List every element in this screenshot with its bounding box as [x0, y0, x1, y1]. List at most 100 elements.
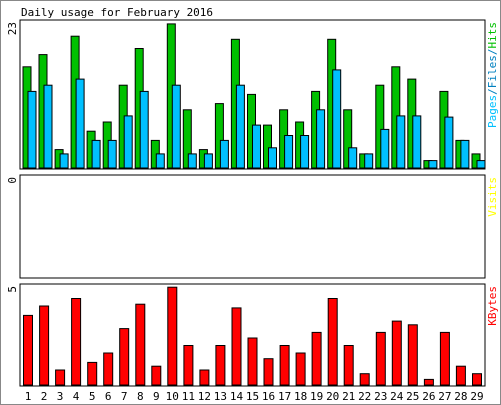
bar-files-12 — [203, 153, 213, 169]
bar-files-26 — [428, 160, 438, 169]
bar-files-28 — [460, 139, 470, 169]
bar-hits-13 — [214, 103, 224, 169]
bar-files-23 — [380, 128, 390, 169]
bar-kbytes-8 — [135, 303, 146, 386]
bar-files-29 — [476, 160, 486, 169]
day-label-14: 14 — [230, 390, 244, 403]
bar-files-8 — [139, 90, 149, 169]
bar-kbytes-28 — [455, 365, 466, 386]
legend-part-4: Hits — [486, 22, 499, 49]
bar-files-16 — [268, 147, 277, 169]
bar-kbytes-7 — [119, 328, 130, 386]
bar-files-2 — [43, 84, 53, 169]
panel-hits-files-pages-max-label: 23 — [6, 22, 19, 35]
day-label-19: 19 — [310, 390, 323, 403]
bar-kbytes-25 — [407, 324, 418, 386]
bar-files-19 — [316, 109, 326, 169]
day-label-10: 10 — [166, 390, 179, 403]
bar-kbytes-3 — [55, 369, 66, 386]
bar-files-5 — [91, 139, 101, 169]
day-label-25: 25 — [406, 390, 419, 403]
legend-part-2: Files — [486, 55, 499, 88]
day-label-16: 16 — [262, 390, 275, 403]
bar-kbytes-22 — [359, 373, 370, 386]
panel-kbytes-legend: KBytes — [486, 286, 499, 326]
bar-files-27 — [444, 116, 454, 169]
bar-files-25 — [412, 115, 422, 169]
bar-kbytes-1 — [23, 314, 33, 386]
bar-kbytes-9 — [151, 365, 162, 386]
bar-kbytes-17 — [279, 345, 290, 386]
bar-kbytes-14 — [231, 307, 242, 386]
legend-part-0: KBytes — [486, 286, 499, 326]
day-label-8: 8 — [137, 390, 144, 403]
day-label-13: 13 — [214, 390, 227, 403]
bar-kbytes-16 — [263, 358, 274, 386]
day-label-9: 9 — [153, 390, 160, 403]
day-label-23: 23 — [374, 390, 387, 403]
day-label-4: 4 — [73, 390, 80, 403]
day-label-15: 15 — [246, 390, 259, 403]
day-label-28: 28 — [454, 390, 467, 403]
bar-kbytes-27 — [439, 331, 450, 386]
legend-part-0: Pages — [486, 95, 499, 128]
day-label-11: 11 — [182, 390, 195, 403]
day-label-7: 7 — [121, 390, 128, 403]
bar-kbytes-4 — [71, 298, 82, 386]
bar-files-11 — [187, 153, 197, 169]
bar-kbytes-2 — [39, 305, 50, 386]
day-label-1: 1 — [25, 390, 32, 403]
day-label-20: 20 — [326, 390, 339, 403]
day-label-29: 29 — [470, 390, 483, 403]
bar-kbytes-12 — [199, 369, 210, 386]
bar-files-6 — [107, 139, 117, 169]
bar-kbytes-24 — [391, 320, 402, 386]
bar-kbytes-10 — [167, 286, 178, 386]
panel-hits-files-pages-legend: Pages/Files/Hits — [486, 22, 499, 128]
day-label-17: 17 — [278, 390, 291, 403]
bar-kbytes-11 — [183, 345, 194, 386]
bar-kbytes-20 — [327, 298, 338, 386]
legend-part-3: / — [486, 49, 499, 56]
day-label-27: 27 — [438, 390, 451, 403]
day-label-5: 5 — [89, 390, 96, 403]
bar-kbytes-19 — [311, 331, 322, 386]
day-label-26: 26 — [422, 390, 435, 403]
bar-files-3 — [59, 153, 69, 169]
day-label-12: 12 — [198, 390, 211, 403]
day-label-6: 6 — [105, 390, 112, 403]
bar-files-22 — [364, 153, 374, 169]
bar-kbytes-23 — [375, 331, 386, 386]
bar-hits-11 — [182, 109, 192, 169]
bar-kbytes-13 — [215, 345, 226, 386]
bar-files-14 — [235, 84, 245, 169]
bar-files-18 — [300, 135, 310, 169]
bar-kbytes-18 — [295, 352, 306, 386]
bar-kbytes-6 — [103, 352, 114, 386]
bar-files-7 — [123, 115, 133, 169]
legend-part-0: Visits — [486, 177, 499, 217]
day-label-24: 24 — [390, 390, 404, 403]
legend-part-1: / — [486, 88, 499, 95]
bar-files-17 — [284, 135, 294, 169]
bar-files-21 — [348, 147, 358, 169]
bar-hits-21 — [343, 109, 353, 169]
day-label-3: 3 — [57, 390, 64, 403]
day-label-21: 21 — [342, 390, 355, 403]
bar-files-10 — [171, 84, 181, 169]
bar-files-24 — [396, 115, 406, 169]
bar-files-15 — [252, 124, 261, 169]
bar-kbytes-5 — [87, 361, 98, 386]
day-label-18: 18 — [294, 390, 307, 403]
bar-files-20 — [332, 69, 342, 169]
bar-hits-23 — [375, 84, 385, 169]
bar-kbytes-21 — [343, 345, 354, 386]
day-label-22: 22 — [358, 390, 371, 403]
panel-visits-max-label: 0 — [6, 177, 19, 184]
bar-files-1 — [27, 90, 37, 169]
panel-kbytes-max-label: 5 — [6, 286, 19, 293]
day-label-2: 2 — [41, 390, 48, 403]
bar-files-9 — [155, 153, 165, 169]
